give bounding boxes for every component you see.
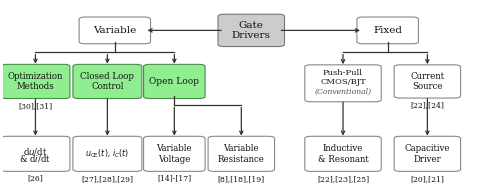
- Text: Open Loop: Open Loop: [150, 77, 200, 86]
- Text: Closed Loop
Control: Closed Loop Control: [80, 72, 134, 91]
- FancyBboxPatch shape: [305, 136, 381, 171]
- FancyBboxPatch shape: [394, 136, 460, 171]
- FancyBboxPatch shape: [73, 136, 142, 171]
- Text: (Conventional): (Conventional): [314, 88, 372, 96]
- FancyBboxPatch shape: [1, 64, 70, 99]
- FancyBboxPatch shape: [73, 64, 142, 99]
- Text: Current
Source: Current Source: [410, 72, 444, 91]
- Text: [22],[24]: [22],[24]: [410, 101, 444, 109]
- Text: Variable: Variable: [93, 26, 136, 35]
- FancyBboxPatch shape: [218, 14, 284, 47]
- Text: Push-Pull
CMOS/BJT: Push-Pull CMOS/BJT: [320, 69, 366, 86]
- FancyBboxPatch shape: [357, 17, 418, 44]
- Text: [30],[31]: [30],[31]: [18, 102, 52, 110]
- Text: Variable
Resistance: Variable Resistance: [218, 144, 265, 163]
- FancyBboxPatch shape: [1, 136, 70, 171]
- FancyBboxPatch shape: [144, 64, 205, 99]
- FancyBboxPatch shape: [208, 136, 274, 171]
- Text: [22],[23],[25]: [22],[23],[25]: [317, 175, 369, 183]
- Text: Capacitive
Driver: Capacitive Driver: [404, 144, 450, 163]
- FancyBboxPatch shape: [305, 65, 381, 102]
- FancyBboxPatch shape: [79, 17, 150, 44]
- Text: [27],[28],[29]: [27],[28],[29]: [82, 175, 134, 183]
- Text: Gate
Drivers: Gate Drivers: [232, 21, 270, 40]
- Text: [14]-[17]: [14]-[17]: [158, 175, 192, 183]
- Text: [8],[18],[19]: [8],[18],[19]: [218, 175, 265, 183]
- Text: Optimization
Methods: Optimization Methods: [8, 72, 63, 91]
- Text: [26]: [26]: [28, 175, 44, 183]
- Text: d$u$/dt: d$u$/dt: [23, 145, 48, 157]
- Text: & d$i$/dt: & d$i$/dt: [20, 153, 52, 164]
- FancyBboxPatch shape: [394, 65, 460, 98]
- Text: Fixed: Fixed: [373, 26, 402, 35]
- Text: Variable
Voltage: Variable Voltage: [156, 144, 192, 163]
- Text: $u_\mathrm{CE}(t)$, $i_C(t)$: $u_\mathrm{CE}(t)$, $i_C(t)$: [85, 148, 130, 160]
- Text: [20],[21]: [20],[21]: [410, 175, 444, 183]
- FancyBboxPatch shape: [144, 136, 205, 171]
- Text: Inductive
& Resonant: Inductive & Resonant: [318, 144, 368, 163]
